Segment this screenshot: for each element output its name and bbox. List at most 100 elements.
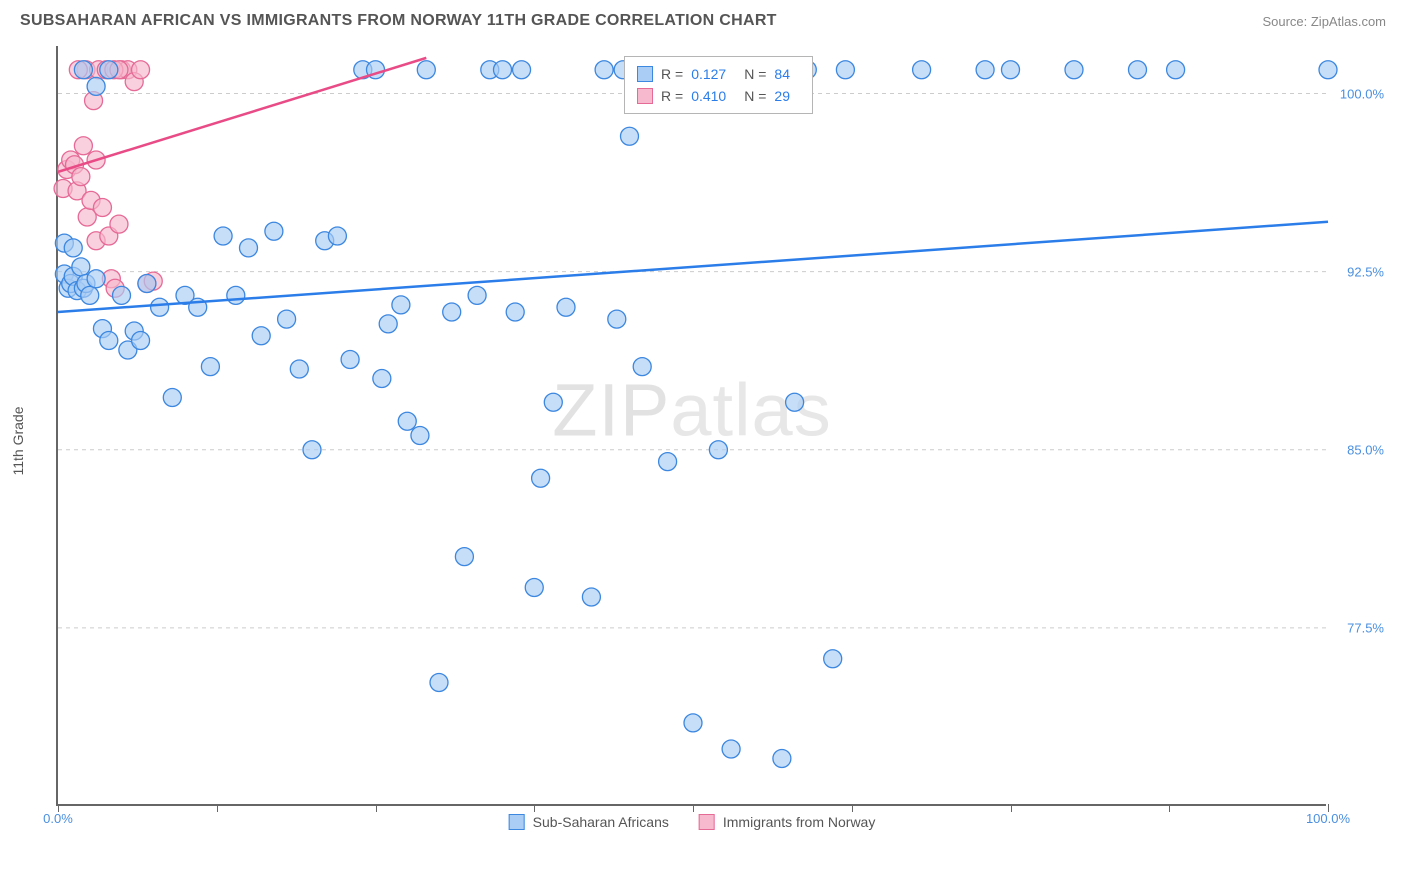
x-tick-mark xyxy=(58,804,59,812)
data-point xyxy=(443,303,461,321)
legend-stat-row: R =0.127N =84 xyxy=(637,63,800,85)
data-point xyxy=(1129,61,1147,79)
x-tick-mark xyxy=(693,804,694,812)
data-point xyxy=(659,453,677,471)
legend-swatch xyxy=(509,814,525,830)
r-label: R = xyxy=(661,85,683,107)
plot-svg xyxy=(58,46,1328,806)
x-tick-mark xyxy=(376,804,377,812)
y-axis-label: 11th Grade xyxy=(10,406,26,475)
x-tick-mark xyxy=(1169,804,1170,812)
y-tick-label: 92.5% xyxy=(1347,264,1384,279)
data-point xyxy=(525,579,543,597)
data-point xyxy=(290,360,308,378)
n-label: N = xyxy=(744,85,766,107)
legend-item: Immigrants from Norway xyxy=(699,814,875,830)
r-value: 0.410 xyxy=(691,85,726,107)
data-point xyxy=(201,358,219,376)
data-point xyxy=(836,61,854,79)
data-point xyxy=(81,286,99,304)
chart-container: 11th Grade ZIPatlas R =0.127N =84R =0.41… xyxy=(56,46,1386,836)
n-label: N = xyxy=(744,63,766,85)
legend-swatch xyxy=(637,88,653,104)
data-point xyxy=(582,588,600,606)
data-point xyxy=(1002,61,1020,79)
data-point xyxy=(113,286,131,304)
data-point xyxy=(824,650,842,668)
data-point xyxy=(684,714,702,732)
y-tick-label: 100.0% xyxy=(1340,86,1384,101)
legend-stat-row: R = 0.410 N = 29 xyxy=(637,85,800,107)
data-point xyxy=(786,393,804,411)
data-point xyxy=(709,441,727,459)
x-tick-mark xyxy=(1328,804,1329,812)
data-point xyxy=(398,412,416,430)
data-point xyxy=(455,548,473,566)
data-point xyxy=(132,332,150,350)
data-point xyxy=(163,389,181,407)
data-point xyxy=(595,61,613,79)
x-tick-max: 100.0% xyxy=(1306,811,1350,826)
data-point xyxy=(132,61,150,79)
data-point xyxy=(373,370,391,388)
data-point xyxy=(252,327,270,345)
data-point xyxy=(1167,61,1185,79)
data-point xyxy=(151,298,169,316)
data-point xyxy=(265,222,283,240)
data-point xyxy=(74,61,92,79)
x-tick-mark xyxy=(534,804,535,812)
data-point xyxy=(557,298,575,316)
data-point xyxy=(722,740,740,758)
x-tick-mark xyxy=(217,804,218,812)
data-point xyxy=(392,296,410,314)
y-tick-label: 85.0% xyxy=(1347,442,1384,457)
data-point xyxy=(494,61,512,79)
data-point xyxy=(100,332,118,350)
data-point xyxy=(913,61,931,79)
data-point xyxy=(240,239,258,257)
data-point xyxy=(341,351,359,369)
y-tick-label: 77.5% xyxy=(1347,620,1384,635)
legend-item: Sub-Saharan Africans xyxy=(509,814,669,830)
data-point xyxy=(72,168,90,186)
data-point xyxy=(417,61,435,79)
x-tick-mark xyxy=(1011,804,1012,812)
n-value: 29 xyxy=(774,85,790,107)
data-point xyxy=(1319,61,1337,79)
data-point xyxy=(87,77,105,95)
plot-area: ZIPatlas R =0.127N =84R =0.410N =29 Sub-… xyxy=(56,46,1326,806)
data-point xyxy=(513,61,531,79)
source-label: Source: ZipAtlas.com xyxy=(1262,14,1386,29)
legend-label: Sub-Saharan Africans xyxy=(533,814,669,830)
legend-swatch xyxy=(699,814,715,830)
data-point xyxy=(621,127,639,145)
data-point xyxy=(430,674,448,692)
data-point xyxy=(773,750,791,768)
x-tick-min: 0.0% xyxy=(43,811,73,826)
data-point xyxy=(138,275,156,293)
data-point xyxy=(411,427,429,445)
legend-swatch xyxy=(637,66,653,82)
data-point xyxy=(303,441,321,459)
data-point xyxy=(93,199,111,217)
data-point xyxy=(227,286,245,304)
data-point xyxy=(72,258,90,276)
data-point xyxy=(379,315,397,333)
legend-series: Sub-Saharan Africans Immigrants from Norw… xyxy=(509,814,876,830)
data-point xyxy=(100,61,118,79)
trend-line xyxy=(58,222,1328,312)
n-value: 84 xyxy=(774,63,790,85)
data-point xyxy=(214,227,232,245)
chart-title: SUBSAHARAN AFRICAN VS IMMIGRANTS FROM NO… xyxy=(20,12,777,30)
data-point xyxy=(87,270,105,288)
data-point xyxy=(328,227,346,245)
legend-stats: R =0.127N =84R =0.410N =29 xyxy=(624,56,813,114)
data-point xyxy=(74,137,92,155)
data-point xyxy=(976,61,994,79)
data-point xyxy=(1065,61,1083,79)
data-point xyxy=(278,310,296,328)
data-point xyxy=(633,358,651,376)
data-point xyxy=(64,239,82,257)
data-point xyxy=(544,393,562,411)
data-point xyxy=(506,303,524,321)
